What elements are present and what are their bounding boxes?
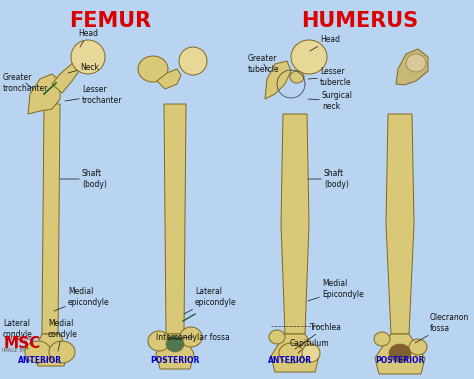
- Ellipse shape: [302, 344, 320, 362]
- Text: POSTERIOR: POSTERIOR: [150, 356, 200, 365]
- Polygon shape: [156, 334, 194, 369]
- Text: Lateral
epicondyle: Lateral epicondyle: [184, 287, 237, 314]
- Text: Medial
condyle: Medial condyle: [48, 319, 78, 351]
- Polygon shape: [396, 49, 428, 85]
- Polygon shape: [281, 114, 309, 334]
- Polygon shape: [52, 61, 82, 93]
- Text: Olecranon
fossa: Olecranon fossa: [415, 313, 469, 343]
- Polygon shape: [34, 334, 68, 366]
- Text: ANTERIOR: ANTERIOR: [18, 356, 62, 365]
- Ellipse shape: [71, 40, 105, 74]
- Text: ANTERIOR: ANTERIOR: [268, 356, 312, 365]
- Text: Medial
epicondyle: Medial epicondyle: [54, 287, 109, 311]
- Text: FHLSmsu: FHLSmsu: [4, 336, 33, 341]
- Polygon shape: [375, 334, 425, 374]
- Text: MSC: MSC: [4, 336, 41, 351]
- Text: Greater
tronchanter: Greater tronchanter: [3, 73, 48, 93]
- Text: FEMUR: FEMUR: [69, 11, 151, 31]
- Ellipse shape: [406, 54, 426, 72]
- Ellipse shape: [148, 331, 170, 351]
- Text: Intercondylar fossa: Intercondylar fossa: [156, 332, 230, 341]
- Text: Lesser
trochanter: Lesser trochanter: [65, 85, 122, 105]
- Ellipse shape: [374, 332, 390, 346]
- Text: Lateral
condyle: Lateral condyle: [3, 319, 33, 349]
- Ellipse shape: [138, 56, 168, 82]
- Polygon shape: [271, 334, 319, 372]
- Text: Head: Head: [78, 30, 98, 47]
- Text: Head: Head: [310, 34, 340, 51]
- Ellipse shape: [409, 339, 427, 355]
- Ellipse shape: [389, 344, 411, 362]
- Text: Capitulum: Capitulum: [290, 338, 329, 353]
- Text: POSTERIOR: POSTERIOR: [375, 356, 425, 365]
- Ellipse shape: [25, 341, 51, 363]
- Polygon shape: [28, 74, 60, 114]
- Ellipse shape: [269, 330, 285, 344]
- Polygon shape: [42, 104, 60, 334]
- Ellipse shape: [179, 47, 207, 75]
- Ellipse shape: [180, 327, 202, 347]
- Ellipse shape: [290, 71, 304, 83]
- Text: Shaft
(body): Shaft (body): [60, 169, 107, 189]
- Ellipse shape: [49, 341, 75, 363]
- Polygon shape: [164, 104, 186, 334]
- Text: Surgical
neck: Surgical neck: [308, 91, 353, 111]
- Polygon shape: [386, 114, 414, 334]
- Text: IMAGE BY: IMAGE BY: [2, 348, 26, 353]
- Polygon shape: [157, 69, 181, 89]
- Text: Lesser
tubercle: Lesser tubercle: [308, 67, 352, 87]
- Polygon shape: [265, 61, 291, 99]
- Ellipse shape: [279, 343, 303, 363]
- Text: Neck: Neck: [68, 63, 99, 73]
- Ellipse shape: [291, 40, 327, 74]
- Text: Trochlea: Trochlea: [295, 323, 342, 349]
- Text: Medial
Epicondyle: Medial Epicondyle: [308, 279, 364, 301]
- Text: Shaft
(body): Shaft (body): [308, 169, 349, 189]
- Text: Greater
tubercle: Greater tubercle: [248, 54, 280, 74]
- Text: HUMERUS: HUMERUS: [301, 11, 419, 31]
- Ellipse shape: [166, 336, 184, 352]
